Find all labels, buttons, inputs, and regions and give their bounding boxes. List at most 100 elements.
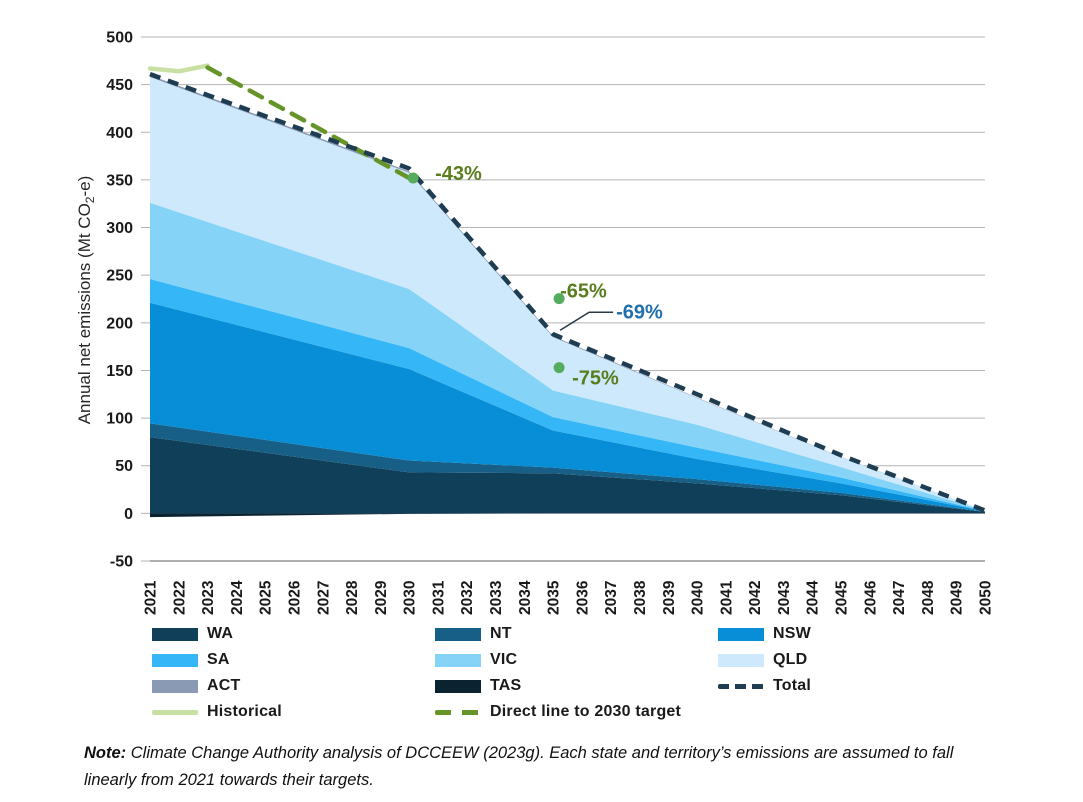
area-nt [150, 423, 985, 512]
x-tick-label: 2048 [920, 580, 937, 615]
x-tick-label: 2044 [805, 580, 822, 615]
legend-label-direct: Direct line to 2030 target [490, 703, 682, 720]
legend-label-historical: Historical [207, 703, 282, 720]
x-tick-label: 2042 [747, 581, 764, 615]
y-tick-label: 350 [106, 172, 133, 189]
x-tick-label: 2031 [430, 580, 447, 615]
note-body: Climate Change Authority analysis of DCC… [84, 744, 954, 789]
legend-label-total: Total [773, 677, 812, 694]
legend-item-historical: Historical [152, 701, 435, 723]
x-tick-label: 2033 [488, 580, 505, 615]
x-tick-label: 2023 [200, 580, 217, 615]
x-tick-label: 2045 [834, 580, 851, 615]
x-tick-label: 2024 [229, 580, 246, 615]
x-tick-label: 2029 [373, 580, 390, 615]
x-axis-tick-labels: 2021 2022 2023 2024 2025 2026 2027 2028 2029 2030… [143, 580, 995, 615]
area-tas [150, 513, 985, 518]
area-sa [150, 278, 985, 512]
direct-line-to-2030-target [205, 65, 412, 181]
area-nsw [150, 302, 985, 512]
area-vic [150, 202, 985, 511]
y-tick-label: 300 [106, 220, 133, 237]
x-tick-label: 2035 [546, 580, 563, 615]
legend-swatch-direct [435, 709, 481, 715]
x-tick-label: 2050 [978, 581, 995, 615]
x-tick-label: 2040 [690, 581, 707, 615]
legend-item-nt: NT [435, 623, 718, 645]
legend-item-wa: WA [152, 623, 435, 645]
chart-legend: WA NT NSW SA VIC QLD ACT TAS Total Historical Dire… [152, 623, 978, 723]
legend-label-wa: WA [207, 625, 234, 642]
legend-item-total: Total [718, 675, 978, 697]
x-tick-label: 2041 [718, 580, 735, 615]
legend-item-nsw: NSW [718, 623, 978, 645]
y-tick-label: 200 [106, 315, 133, 332]
y-tick-label: 50 [115, 458, 133, 475]
target-label: -75% [572, 368, 619, 390]
y-tick-label: -50 [110, 554, 133, 571]
x-tick-label: 2039 [661, 580, 678, 615]
y-tick-label: 250 [106, 268, 133, 285]
legend-swatch-total [718, 683, 764, 689]
legend-label-act: ACT [207, 677, 241, 694]
x-tick-label: 2028 [344, 580, 361, 615]
legend-label-vic: VIC [490, 651, 518, 668]
y-axis-title: Annual net emissions (Mt CO2-e) [75, 176, 97, 425]
total-line [149, 72, 986, 513]
y-tick-label: 0 [124, 506, 133, 523]
figure: 500 450 400 350 300 250 200 150 100 50 0 -50 2021 202… [75, 30, 995, 789]
x-tick-label: 2022 [171, 581, 188, 615]
x-tick-label: 2046 [862, 580, 879, 615]
legend-swatch-act [152, 679, 198, 693]
note-prefix: Note: [84, 744, 127, 762]
target-dot [553, 362, 565, 374]
x-tick-label: 2034 [517, 580, 534, 615]
area-qld [150, 77, 985, 511]
legend-item-direct: Direct line to 2030 target [435, 701, 718, 723]
target-label: -65% [560, 281, 607, 303]
note-text: Note: Climate Change Authority analysis … [84, 740, 1002, 793]
legend-label-sa: SA [207, 651, 230, 668]
x-tick-label: 2025 [258, 580, 275, 615]
legend-swatch-vic [435, 653, 481, 667]
y-tick-label: 150 [106, 363, 133, 380]
y-tick-label: 100 [106, 411, 133, 428]
legend-swatch-historical [152, 709, 198, 715]
area-wa [150, 437, 985, 514]
x-tick-label: 2027 [315, 581, 332, 615]
historical-line [147, 63, 210, 74]
y-tick-label: 400 [106, 125, 133, 142]
y-tick-label: 450 [106, 77, 133, 94]
total-annotation-label: -69% [616, 301, 663, 323]
total-annotation-leader [559, 311, 614, 331]
x-tick-label: 2021 [143, 580, 160, 615]
target-dot [407, 172, 419, 184]
legend-item-vic: VIC [435, 649, 718, 671]
x-tick-label: 2038 [632, 580, 649, 615]
legend-swatch-wa [152, 627, 198, 641]
legend-label-nt: NT [490, 625, 512, 642]
legend-swatch-nsw [718, 627, 764, 641]
x-tick-label: 2043 [776, 580, 793, 615]
target-label: -43% [435, 163, 482, 185]
x-tick-label: 2032 [459, 581, 476, 615]
legend-swatch-sa [152, 653, 198, 667]
legend-item-act: ACT [152, 675, 435, 697]
legend-label-qld: QLD [773, 651, 808, 668]
x-tick-label: 2037 [603, 581, 620, 615]
legend-label-nsw: NSW [773, 625, 811, 642]
x-tick-label: 2047 [891, 581, 908, 615]
legend-swatch-nt [435, 627, 481, 641]
x-tick-label: 2030 [402, 581, 419, 615]
x-tick-label: 2036 [574, 580, 591, 615]
legend-swatch-qld [718, 653, 764, 667]
target-dot [553, 293, 565, 305]
x-tick-label: 2026 [286, 580, 303, 615]
stacked-areas [150, 75, 985, 518]
legend-label-tas: TAS [490, 677, 522, 694]
x-tick-label: 2049 [949, 580, 966, 615]
legend-item-sa: SA [152, 649, 435, 671]
legend-swatch-tas [435, 679, 481, 693]
